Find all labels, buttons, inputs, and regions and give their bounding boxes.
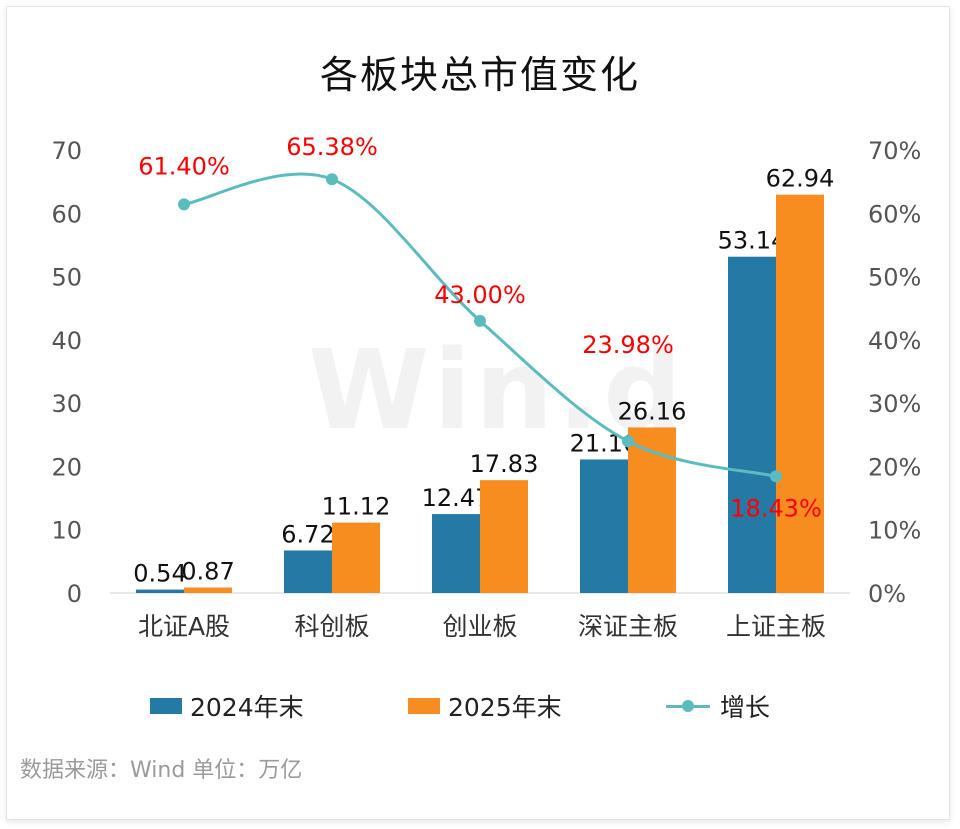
legend-label-2024: 2024年末 [190, 693, 304, 722]
bar-data-label: 0.87 [181, 557, 234, 585]
growth-point [178, 198, 190, 211]
bar-data-label: 53.14 [718, 227, 787, 255]
growth-data-label: 43.00% [434, 281, 526, 309]
x-category-label: 上证主板 [726, 612, 826, 641]
bar-data-label: 11.12 [322, 493, 391, 521]
bar-2024 [136, 589, 184, 593]
bar-2024 [284, 550, 332, 593]
chart-title: 各板块总市值变化 [319, 53, 640, 97]
bar-data-label: 17.83 [470, 450, 539, 478]
legend-label-2025: 2025年末 [448, 693, 562, 722]
legend-item-growth: 增长 [666, 688, 770, 724]
y-right-tick-label: 50% [868, 264, 921, 292]
y-right-tick-label: 70% [868, 137, 921, 165]
legend-line-icon [666, 698, 710, 714]
bar-2024 [728, 256, 776, 593]
x-category-label: 北证A股 [138, 612, 230, 641]
bar-2025 [628, 427, 676, 593]
legend-item-2024: 2024年末 [150, 688, 304, 724]
bar-2025 [184, 587, 232, 593]
y-right-tick-label: 10% [868, 517, 921, 545]
x-category-label: 科创板 [294, 612, 369, 641]
y-left-tick-label: 70 [51, 137, 82, 165]
bar-data-label: 6.72 [281, 520, 334, 548]
y-right-tick-label: 60% [868, 200, 921, 228]
growth-data-label: 18.43% [730, 494, 822, 522]
bar-2025 [776, 194, 824, 593]
growth-point [474, 314, 486, 327]
y-left-tick-label: 30 [51, 390, 82, 418]
bar-2025 [480, 480, 528, 593]
bar-2025 [332, 522, 380, 593]
growth-point [622, 435, 634, 448]
x-category-label: 深证主板 [578, 612, 678, 641]
legend-swatch-2024 [150, 698, 182, 714]
y-left-tick-label: 10 [51, 517, 82, 545]
y-right-tick-label: 40% [868, 327, 921, 355]
bar-data-label: 12.47 [422, 484, 491, 512]
x-category-label: 创业板 [442, 612, 517, 641]
growth-data-label: 65.38% [286, 133, 378, 161]
y-left-tick-label: 50 [51, 264, 82, 292]
bar-2024 [432, 514, 480, 593]
bar-2024 [580, 459, 628, 593]
legend-label-growth: 增长 [720, 693, 771, 722]
growth-point [770, 470, 782, 483]
legend: 2024年末 2025年末 增长 [0, 688, 960, 724]
y-right-tick-label: 30% [868, 390, 921, 418]
y-left-tick-label: 60 [51, 200, 82, 228]
bar-data-label: 26.16 [618, 397, 687, 425]
bar-data-label: 0.54 [133, 560, 186, 588]
watermark: Win.d [308, 326, 686, 454]
legend-swatch-2025 [408, 698, 440, 714]
y-right-tick-label: 20% [868, 453, 921, 481]
growth-data-label: 23.98% [582, 331, 674, 359]
legend-item-2025: 2025年末 [408, 688, 562, 724]
source-note: 数据来源：Wind 单位：万亿 [20, 758, 303, 783]
y-left-tick-label: 20 [51, 453, 82, 481]
growth-data-label: 61.40% [138, 152, 230, 180]
bar-data-label: 62.94 [766, 165, 835, 193]
y-left-tick-label: 40 [51, 327, 82, 355]
y-left-tick-label: 0 [67, 580, 82, 608]
y-right-tick-label: 0% [868, 580, 906, 608]
growth-point [326, 173, 338, 186]
